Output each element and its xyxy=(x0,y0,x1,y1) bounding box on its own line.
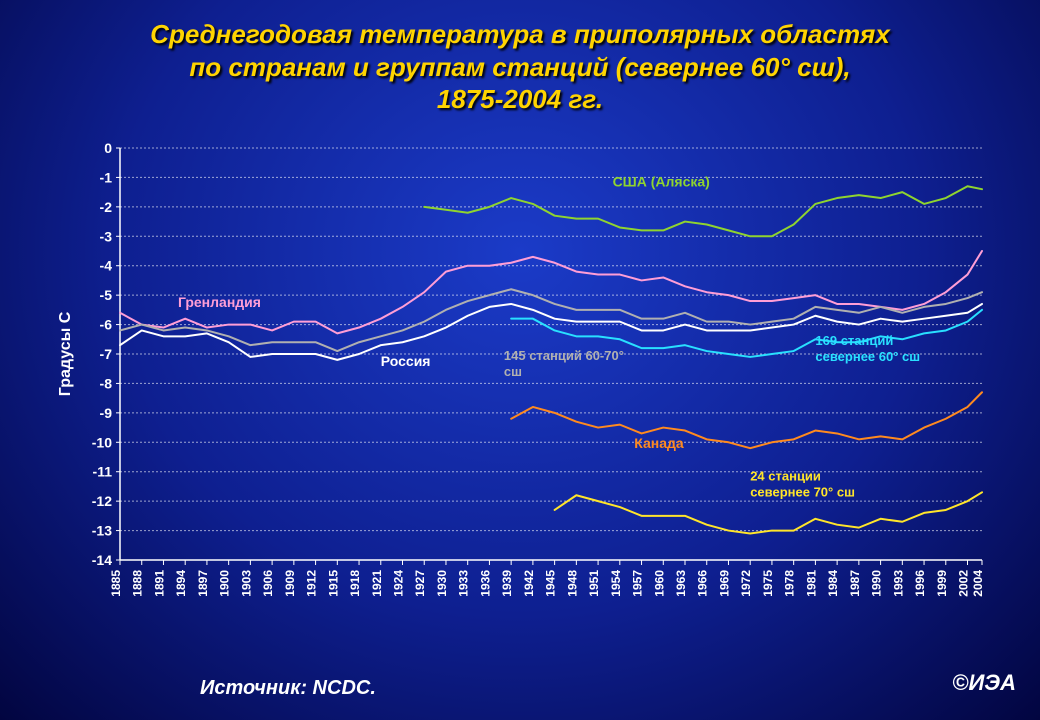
x-tick-label: 1948 xyxy=(565,570,579,597)
x-tick-label: 1891 xyxy=(152,570,166,597)
y-tick-label: -5 xyxy=(100,287,113,303)
x-tick-label: 1990 xyxy=(870,570,884,597)
y-tick-label: -7 xyxy=(100,346,113,362)
y-tick-label: -1 xyxy=(100,169,113,185)
x-tick-label: 1906 xyxy=(261,570,275,597)
chart-container: -14-13-12-11-10-9-8-7-6-5-4-3-2-10Градус… xyxy=(50,140,992,640)
series-label: севернее 70° сш xyxy=(750,485,855,500)
y-tick-label: -8 xyxy=(100,375,113,391)
y-tick-label: -10 xyxy=(92,434,112,450)
y-tick-label: -9 xyxy=(100,405,113,421)
series-label: Гренландия xyxy=(178,294,261,310)
x-tick-label: 1999 xyxy=(935,570,949,597)
slide: Среднегодовая температура в приполярных … xyxy=(0,0,1040,720)
x-tick-label: 1966 xyxy=(696,570,710,597)
x-tick-label: 1969 xyxy=(717,570,731,597)
x-tick-label: 1945 xyxy=(544,570,558,597)
series-label: 169 станций xyxy=(815,333,893,348)
x-tick-label: 1900 xyxy=(218,570,232,597)
x-tick-label: 1897 xyxy=(196,570,210,597)
x-tick-label: 1954 xyxy=(609,570,623,597)
y-tick-label: -3 xyxy=(100,228,113,244)
series-label: Россия xyxy=(381,353,431,369)
y-tick-label: 0 xyxy=(104,140,112,156)
x-tick-label: 1984 xyxy=(826,570,840,597)
x-tick-label: 1957 xyxy=(631,570,645,597)
x-tick-label: 1951 xyxy=(587,570,601,597)
copyright-label: ©ИЭА xyxy=(952,670,1016,696)
series-label: 24 станции xyxy=(750,469,821,484)
series-label: севернее 60° сш xyxy=(815,349,920,364)
x-tick-label: 1996 xyxy=(913,570,927,597)
x-tick-label: 2004 xyxy=(971,570,985,597)
x-tick-label: 1942 xyxy=(522,570,536,597)
series-line xyxy=(424,186,982,236)
x-tick-label: 1894 xyxy=(174,570,188,597)
slide-title: Среднегодовая температура в приполярных … xyxy=(30,18,1010,116)
x-tick-label: 1930 xyxy=(435,570,449,597)
x-tick-label: 1987 xyxy=(848,570,862,597)
x-tick-label: 1960 xyxy=(652,570,666,597)
x-tick-label: 1978 xyxy=(783,570,797,597)
y-tick-label: -6 xyxy=(100,317,113,333)
source-label: Источник: NCDC. xyxy=(200,677,376,700)
y-tick-label: -11 xyxy=(93,464,113,480)
line-chart: -14-13-12-11-10-9-8-7-6-5-4-3-2-10Градус… xyxy=(50,140,992,640)
x-tick-label: 1963 xyxy=(674,570,688,597)
x-tick-label: 1912 xyxy=(305,570,319,597)
x-tick-label: 1975 xyxy=(761,570,775,597)
x-tick-label: 1909 xyxy=(283,570,297,597)
series-label: 145 станций 60-70° xyxy=(504,348,624,363)
series-label: США (Аляска) xyxy=(613,173,710,189)
x-tick-label: 1927 xyxy=(413,570,427,597)
y-tick-label: -4 xyxy=(100,258,113,274)
x-tick-label: 1972 xyxy=(739,570,753,597)
y-tick-label: -12 xyxy=(92,493,112,509)
x-tick-label: 2002 xyxy=(957,570,971,597)
series-line xyxy=(511,392,982,448)
x-tick-label: 1918 xyxy=(348,570,362,597)
x-tick-label: 1993 xyxy=(891,570,905,597)
x-tick-label: 1915 xyxy=(326,570,340,597)
series-label: Канада xyxy=(634,435,684,451)
x-tick-label: 1981 xyxy=(804,570,818,597)
x-tick-label: 1888 xyxy=(131,570,145,597)
series-label: сш xyxy=(504,364,522,379)
x-tick-label: 1921 xyxy=(370,570,384,597)
x-tick-label: 1936 xyxy=(478,570,492,597)
series-line xyxy=(120,251,982,333)
y-tick-label: -13 xyxy=(92,523,112,539)
x-tick-label: 1939 xyxy=(500,570,514,597)
x-tick-label: 1924 xyxy=(392,570,406,597)
x-tick-label: 1885 xyxy=(109,570,123,597)
y-tick-label: -14 xyxy=(92,552,112,568)
x-tick-label: 1933 xyxy=(457,570,471,597)
y-axis-label: Градусы C xyxy=(57,311,74,396)
y-tick-label: -2 xyxy=(100,199,113,215)
x-tick-label: 1903 xyxy=(239,570,253,597)
